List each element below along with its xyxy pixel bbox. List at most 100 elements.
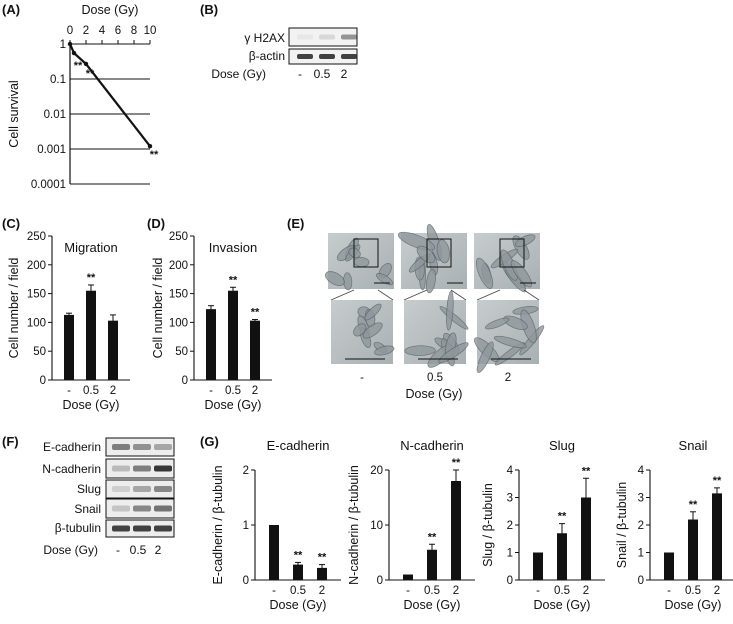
chart-bar (293, 564, 303, 580)
chart-x-tick-label: - (667, 585, 671, 597)
chart-y-tick-label: 50 (175, 346, 188, 358)
chart-x-tick-label: 0.5 (685, 585, 701, 597)
panel-label-b: (B) (200, 2, 218, 17)
chart-x-tick-label: - (67, 385, 71, 397)
chart-y-tick-label: 200 (169, 260, 188, 272)
chart-x-tick-label: - (272, 585, 276, 597)
chart-x-tick-label: 2 (583, 585, 589, 597)
micrograph-cell (364, 303, 382, 321)
chart-x-tick-label: - (209, 385, 213, 397)
chart-bar (664, 552, 674, 580)
micrograph-cell (353, 323, 367, 337)
chart-y-tick-label: 3 (507, 493, 513, 505)
survival-point (71, 50, 77, 56)
blot-f-row-label: Slug (77, 482, 101, 496)
blot-b-row-label: β-actin (249, 49, 285, 63)
chart-y-tick-label: 0 (182, 375, 188, 387)
survival-chart: Dose (Gy) 0 2 4 6 8 10 1 0.1 0.01 0.001 0.0001 Cell … (7, 3, 159, 191)
chart-bar (108, 320, 118, 380)
zoom-guide-line (330, 289, 355, 301)
blot-b-membrane (288, 27, 358, 47)
chart-x-tick-label: 0.5 (83, 385, 99, 397)
chart-y-tick-label: 0 (507, 575, 513, 587)
chart-y-tick-label: 10 (370, 520, 383, 532)
blot-f-band (112, 505, 130, 512)
chart-y-tick-label: 100 (27, 317, 46, 329)
blot-f-band (154, 465, 172, 472)
blot-f-band (133, 505, 151, 512)
blot-b-dose-value: - (298, 67, 302, 81)
survival-point (83, 61, 89, 67)
chart-bar (533, 552, 543, 580)
chart-bar (427, 549, 437, 580)
survival-y-tick-label: 0.1 (50, 74, 66, 86)
chart-y-tick-label: 0 (377, 575, 383, 587)
blot-f-membrane (105, 479, 175, 499)
chart-y-tick-label: 0 (243, 575, 249, 587)
chart-y-tick-label: 2 (638, 520, 644, 532)
chart-bar (250, 320, 260, 380)
zoom-guide-line (377, 289, 394, 301)
blot-f-band (112, 444, 130, 450)
chart-x-tick-label: - (406, 585, 410, 597)
blot-f-band (133, 444, 151, 450)
blot-f-row-label: β-tubulin (55, 521, 101, 535)
micrograph-cell (362, 322, 383, 339)
blot-b-band (297, 54, 313, 59)
chart-bar (317, 567, 327, 580)
chart-title: Migration (64, 240, 117, 255)
blot-b-band (341, 34, 357, 40)
chart-x-tick-label: 2 (252, 385, 258, 397)
chart-x-axis-title: Dose (Gy) (404, 598, 461, 612)
survival-point (147, 144, 153, 149)
blot-f-dose-label: Dose (Gy) (43, 543, 98, 557)
chart-bar (581, 497, 591, 580)
blot-f-membrane (105, 437, 175, 457)
zoom-guide-line (476, 289, 501, 301)
migration-chart: Migration 0 50 100 150 200 250 Cell number / fi… (7, 231, 130, 412)
chart-sig-mark: ** (713, 475, 722, 487)
emt-quantification-charts: E-cadherin 0 1 2 E-cadherin / β-tubulin - ** 0.… (211, 438, 733, 612)
micrograph-cell (397, 231, 436, 251)
chart-y-tick-label: 2 (507, 520, 513, 532)
chart-y-tick-label: 100 (169, 317, 188, 329)
survival-y-tick-label: 0.001 (37, 144, 66, 156)
blot-f-band (112, 486, 130, 492)
chart-bar (206, 309, 216, 380)
survival-x-tick-label: 2 (83, 25, 89, 37)
micrograph-cell (425, 268, 436, 294)
micrograph-cell (485, 317, 510, 330)
panel-label-a: (A) (2, 2, 20, 17)
invasion-chart: Invasion 0 50 100 150 200 250 Cell number / fie… (151, 231, 272, 412)
blot-b-dose-value: 0.5 (314, 67, 331, 81)
chart-y-tick-label: 50 (33, 346, 46, 358)
blot-f-dose-value: 2 (155, 543, 162, 557)
micrograph-cell (348, 247, 361, 259)
zoom-guide-line (450, 289, 467, 301)
chart-sig-mark: ** (251, 307, 260, 319)
chart-y-axis-title: Cell number / field (7, 258, 21, 359)
chart-title: N-cadherin (400, 438, 464, 453)
chart-title: Snail (679, 438, 708, 453)
emt-blot: E-cadherin N-cadherin Slug Snail β-tubulin Do… (42, 437, 175, 557)
micrograph-dose-label: Dose (Gy) (406, 387, 463, 401)
chart-y-tick-label: 1 (638, 548, 644, 560)
micrograph-panel: - 0.5 2 Dose (Gy) (325, 224, 545, 401)
chart-bar (712, 493, 722, 580)
micrograph-cell (404, 345, 436, 356)
micrograph-cell (436, 239, 450, 264)
zoom-guide-line (523, 289, 540, 301)
blot-b-row-label: γ H2AX (244, 31, 285, 45)
micrograph-cell (493, 335, 527, 349)
chart-sig-mark: ** (318, 552, 327, 564)
chart-x-axis-title: Dose (Gy) (63, 398, 120, 412)
blot-f-row-label: N-cadherin (42, 462, 101, 476)
chart-y-tick-label: 4 (638, 465, 645, 477)
survival-y-axis-title: Cell survival (7, 80, 21, 147)
survival-sig-mark: ** (150, 149, 159, 161)
chart-y-axis-title: E-cadherin / β-tubulin (211, 465, 225, 584)
blot-f-row-label: E-cadherin (43, 440, 101, 454)
chart-bar (228, 290, 238, 380)
micrograph-cell (476, 341, 494, 373)
